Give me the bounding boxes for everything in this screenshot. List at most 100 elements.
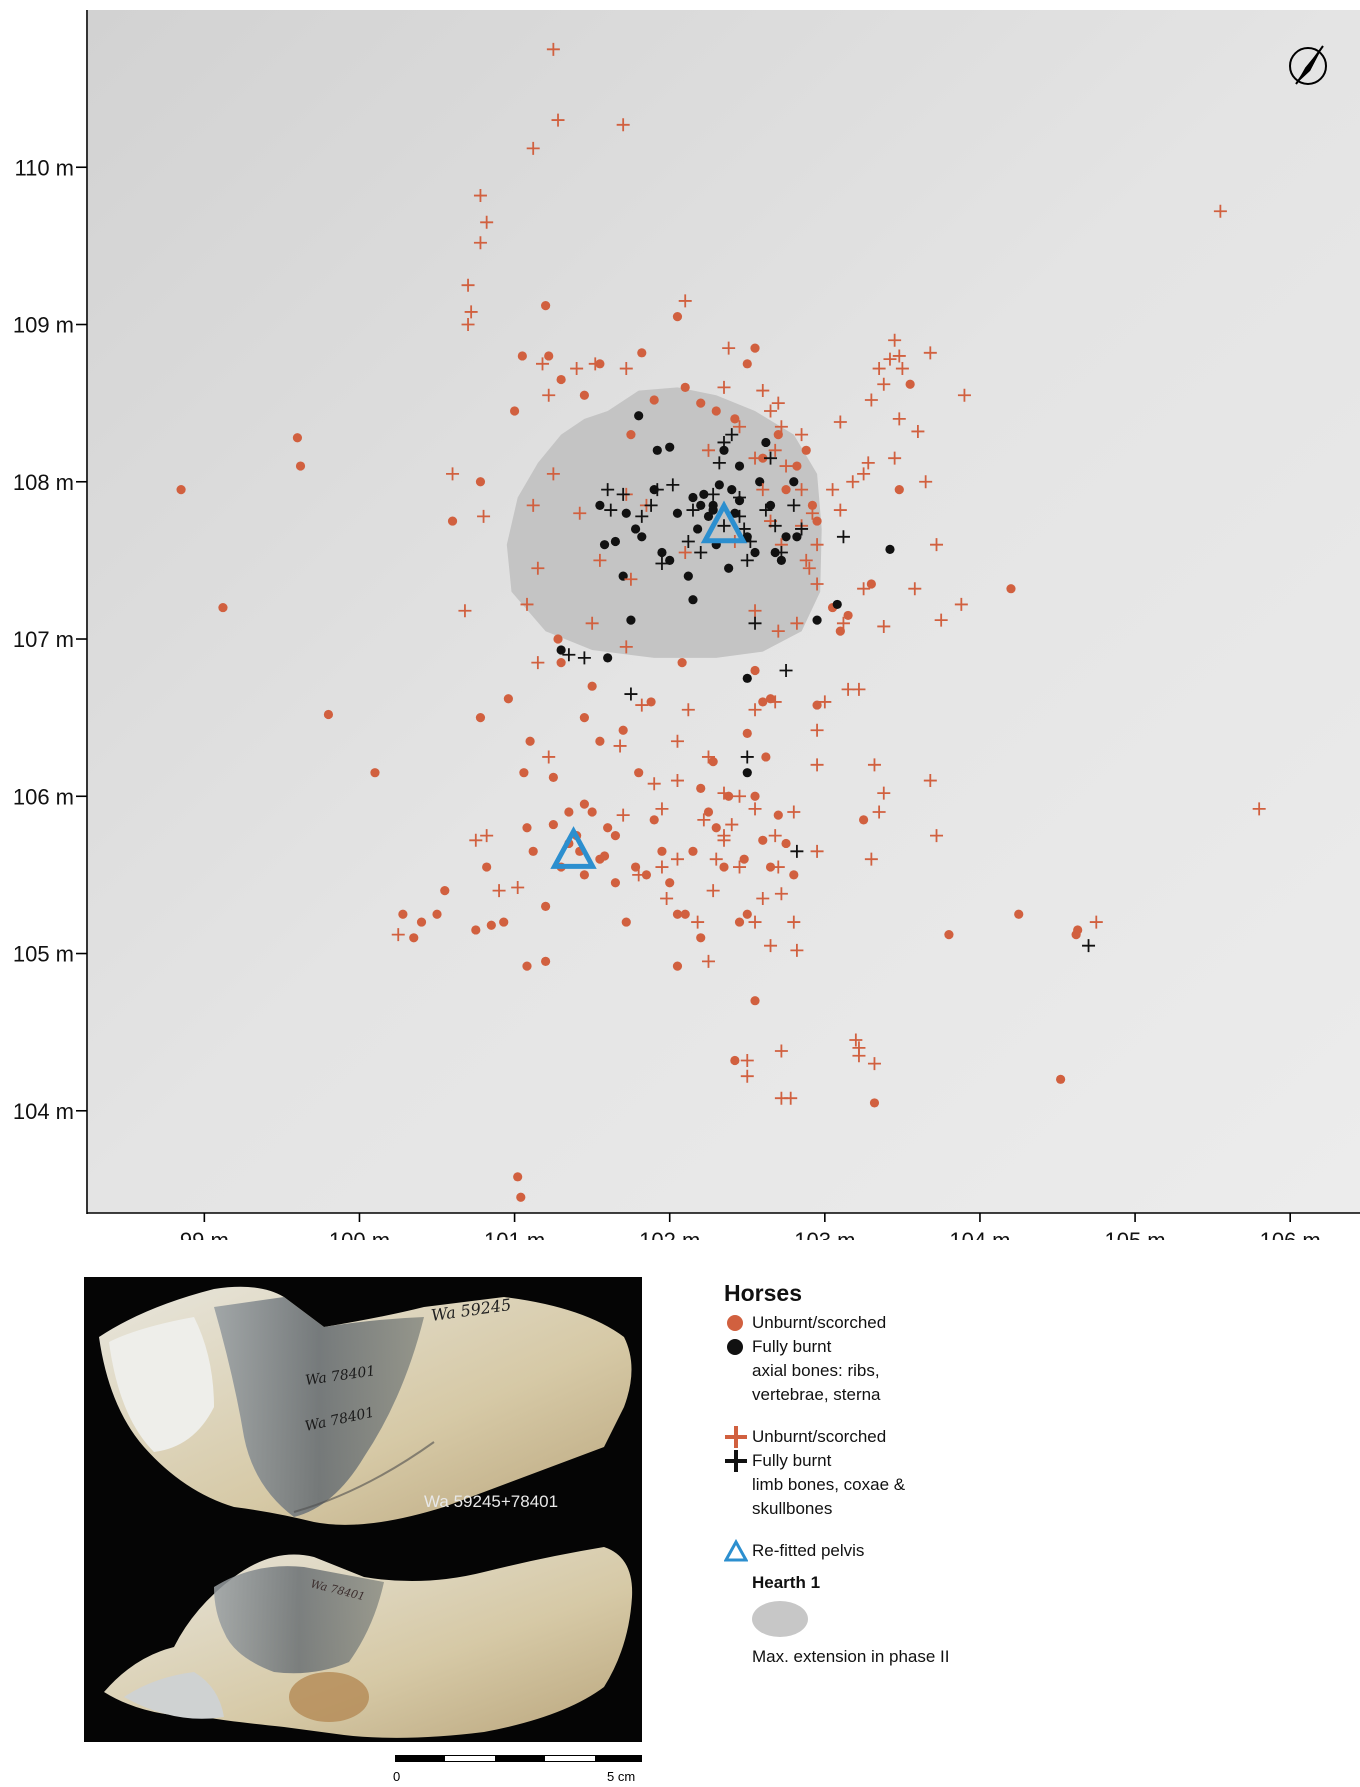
point-plus-unburnt <box>701 443 715 457</box>
y-tick-label: 110 m <box>14 155 74 180</box>
point-dot-unburnt <box>475 713 486 723</box>
point-plus-unburnt <box>722 341 736 355</box>
point-plus-unburnt <box>655 860 669 874</box>
point-plus-unburnt <box>771 396 785 410</box>
point-plus-unburnt <box>748 604 762 618</box>
point-dot-unburnt <box>688 846 698 856</box>
legend-item-plus-burnt: Fully burnt <box>724 1449 1184 1473</box>
point-plus-unburnt <box>841 682 855 696</box>
point-plus-unburnt <box>864 393 878 407</box>
refit-pelvis-marker <box>700 500 748 544</box>
point-plus-unburnt <box>895 362 909 376</box>
point-plus-burnt <box>624 687 638 701</box>
point-plus-unburnt <box>480 829 494 843</box>
x-tick-label: 102 m <box>639 1228 700 1240</box>
point-dot-unburnt <box>499 917 509 927</box>
point-plus-unburnt <box>469 833 483 847</box>
point-plus-burnt <box>748 616 762 630</box>
point-dot-burnt <box>599 540 610 550</box>
point-dot-unburnt <box>680 909 690 919</box>
point-dot-unburnt <box>556 374 566 385</box>
point-plus-unburnt <box>919 475 933 489</box>
point-dot-unburnt <box>750 665 760 676</box>
point-dot-burnt <box>630 524 641 534</box>
legend-item-plus-unburnt: Unburnt/scorched <box>724 1425 1184 1449</box>
point-dot-unburnt <box>409 933 419 943</box>
point-dot-unburnt <box>781 485 791 495</box>
point-dot-unburnt <box>528 846 538 856</box>
point-dot-unburnt <box>541 901 551 911</box>
point-plus-unburnt <box>911 424 925 438</box>
point-dot-burnt <box>742 673 752 683</box>
point-dot-unburnt <box>218 602 228 613</box>
point-plus-unburnt <box>691 915 705 929</box>
point-dot-unburnt <box>603 823 613 833</box>
y-tick-label: 106 m <box>13 784 74 809</box>
triangle-icon <box>724 1539 748 1562</box>
point-plus-unburnt <box>616 808 630 822</box>
point-plus-unburnt <box>531 561 545 575</box>
point-dot-unburnt <box>482 862 492 872</box>
point-plus-unburnt <box>883 352 897 366</box>
point-plus-unburnt <box>531 656 545 670</box>
point-plus-burnt <box>733 490 747 504</box>
point-plus-unburnt <box>888 451 902 465</box>
x-tick-label: 99 m <box>180 1228 229 1240</box>
point-plus-burnt <box>681 535 695 549</box>
point-plus-burnt <box>694 546 708 560</box>
point-dot-unburnt <box>486 920 496 930</box>
point-dot-unburnt <box>646 697 656 707</box>
point-plus-unburnt <box>670 774 684 788</box>
point-dot-unburnt <box>680 382 690 393</box>
point-plus-unburnt <box>655 802 669 816</box>
point-dot-burnt <box>688 595 698 605</box>
point-plus-burnt <box>717 519 731 533</box>
point-dot-unburnt <box>621 917 631 927</box>
point-dot-unburnt <box>641 870 652 880</box>
point-plus-unburnt <box>852 682 866 696</box>
point-dot-burnt <box>610 536 621 547</box>
point-dot-burnt <box>719 445 729 455</box>
point-dot-unburnt <box>579 713 589 723</box>
point-dot-unburnt <box>807 500 818 510</box>
point-dot-unburnt <box>595 736 605 746</box>
point-plus-burnt <box>737 522 751 536</box>
point-plus-unburnt <box>923 774 937 788</box>
point-dot-unburnt <box>610 830 621 841</box>
point-dot-burnt <box>603 653 613 663</box>
point-plus-unburnt <box>867 758 881 772</box>
point-dot-unburnt <box>323 709 334 720</box>
point-plus-burnt <box>604 503 618 517</box>
point-plus-unburnt <box>536 357 550 371</box>
point-plus-unburnt <box>934 613 948 627</box>
point-dot-unburnt <box>742 728 752 738</box>
point-plus-unburnt <box>908 582 922 596</box>
x-tick-label: 106 m <box>1260 1228 1321 1240</box>
point-dot-unburnt <box>765 862 776 872</box>
point-plus-unburnt <box>867 1057 881 1071</box>
point-plus-unburnt <box>701 750 715 764</box>
point-plus-unburnt <box>930 538 944 552</box>
point-dot-unburnt <box>513 1172 523 1182</box>
point-dot-burnt <box>696 500 706 510</box>
point-plus-unburnt <box>748 915 762 929</box>
point-plus-unburnt <box>799 553 813 567</box>
point-dot-burnt <box>693 524 703 534</box>
point-plus-unburnt <box>872 805 886 819</box>
refit-pelvis-marker <box>550 826 597 869</box>
point-plus-unburnt <box>861 456 875 470</box>
point-plus-unburnt <box>573 506 587 520</box>
point-dot-burnt <box>621 508 631 518</box>
point-plus-burnt <box>764 451 778 465</box>
point-plus-unburnt <box>681 703 695 717</box>
point-plus-unburnt <box>787 805 801 819</box>
y-tick-label: 104 m <box>13 1099 74 1124</box>
point-dot-unburnt <box>564 807 574 817</box>
point-plus-unburnt <box>826 483 840 497</box>
point-plus-unburnt <box>954 597 968 611</box>
point-plus-unburnt <box>790 616 804 630</box>
point-dot-unburnt <box>516 1192 526 1202</box>
point-plus-unburnt <box>632 868 646 882</box>
point-plus-unburnt <box>795 428 809 442</box>
point-plus-unburnt <box>779 459 793 473</box>
